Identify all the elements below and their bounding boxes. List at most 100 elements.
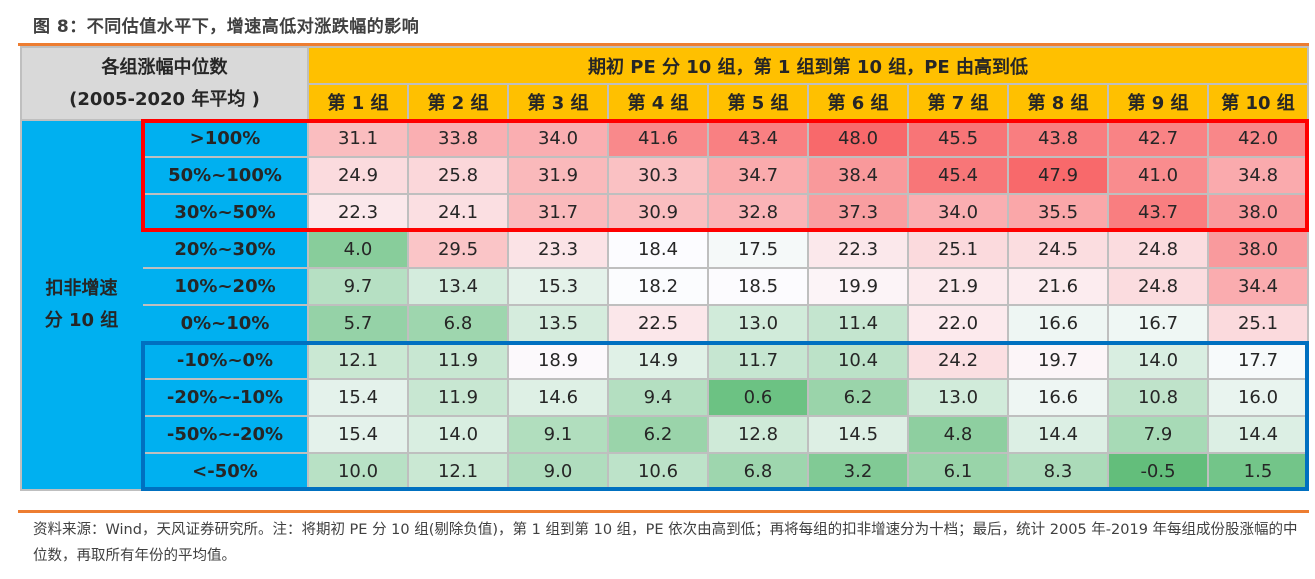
data-cell: 8.3 xyxy=(1007,452,1109,491)
data-cell: 33.8 xyxy=(407,119,509,158)
top-rule xyxy=(18,43,1309,46)
data-cell: 3.2 xyxy=(807,452,909,491)
data-cell: 31.1 xyxy=(307,119,409,158)
data-cell: 45.5 xyxy=(907,119,1009,158)
corner-header: 各组涨幅中位数 (2005-2020 年平均 ) xyxy=(20,46,309,121)
data-cell: 30.3 xyxy=(607,156,709,195)
data-cell: 25.1 xyxy=(907,230,1009,269)
data-cell: 9.0 xyxy=(507,452,609,491)
data-cell: 14.4 xyxy=(1007,415,1109,454)
data-cell: 9.7 xyxy=(307,267,409,306)
data-cell: 34.7 xyxy=(707,156,809,195)
column-header: 第 5 组 xyxy=(707,83,809,121)
data-cell: 14.5 xyxy=(807,415,909,454)
data-cell: 24.8 xyxy=(1107,267,1209,306)
data-cell: 34.0 xyxy=(907,193,1009,232)
bottom-rule xyxy=(18,510,1309,513)
data-cell: 6.1 xyxy=(907,452,1009,491)
side-label-line-2: 分 10 组 xyxy=(44,310,119,331)
data-cell: 13.0 xyxy=(707,304,809,343)
row-header: <-50% xyxy=(141,452,309,491)
data-cell: 17.7 xyxy=(1207,341,1309,380)
row-header: 10%~20% xyxy=(141,267,309,306)
data-cell: 14.4 xyxy=(1207,415,1309,454)
data-cell: 24.5 xyxy=(1007,230,1109,269)
data-cell: 10.6 xyxy=(607,452,709,491)
data-cell: 1.5 xyxy=(1207,452,1309,491)
pe-group-header: 期初 PE 分 10 组，第 1 组到第 10 组，PE 由高到低 xyxy=(307,46,1309,85)
data-cell: 23.3 xyxy=(507,230,609,269)
data-cell: 45.4 xyxy=(907,156,1009,195)
data-cell: 11.9 xyxy=(407,378,509,417)
table-row: 0%~10% 5.7 6.8 13.5 22.5 13.0 11.4 22.0 16.6 16.7… xyxy=(21,304,1309,343)
data-cell: 22.3 xyxy=(307,193,409,232)
table-row: 20%~30% 4.0 29.5 23.3 18.4 17.5 22.3 25.1 24.5 24… xyxy=(21,230,1309,269)
table-row: -20%~-10% 15.4 11.9 14.6 9.4 0.6 6.2 13.0 16.6 10… xyxy=(21,378,1309,417)
corner-line-2: (2005-2020 年平均 ) xyxy=(69,88,260,110)
column-header: 第 10 组 xyxy=(1207,83,1309,121)
data-cell: 21.6 xyxy=(1007,267,1109,306)
data-cell: 14.0 xyxy=(407,415,509,454)
column-header: 第 7 组 xyxy=(907,83,1009,121)
data-cell: 34.0 xyxy=(507,119,609,158)
row-header: 50%~100% xyxy=(141,156,309,195)
row-header: -50%~-20% xyxy=(141,415,309,454)
figure-title: 图 8：不同估值水平下，增速高低对涨跌幅的影响 xyxy=(33,17,420,37)
column-header: 第 3 组 xyxy=(507,83,609,121)
data-cell: 41.0 xyxy=(1107,156,1209,195)
data-cell: 7.9 xyxy=(1107,415,1209,454)
row-header: -10%~0% xyxy=(141,341,309,380)
data-cell: 38.0 xyxy=(1207,193,1309,232)
data-cell: 16.7 xyxy=(1107,304,1209,343)
data-cell: 16.6 xyxy=(1007,304,1109,343)
data-cell: 4.8 xyxy=(907,415,1009,454)
column-header: 第 1 组 xyxy=(307,83,409,121)
table-row: <-50% 10.0 12.1 9.0 10.6 6.8 3.2 6.1 8.3 -0.5 1.5 xyxy=(21,452,1309,491)
table-row: -50%~-20% 15.4 14.0 9.1 6.2 12.8 14.5 4.8 14.4 7.… xyxy=(21,415,1309,454)
data-cell: 24.1 xyxy=(407,193,509,232)
data-cell: 9.4 xyxy=(607,378,709,417)
data-cell: 32.8 xyxy=(707,193,809,232)
data-cell: 22.0 xyxy=(907,304,1009,343)
data-cell: 17.5 xyxy=(707,230,809,269)
data-cell: 15.4 xyxy=(307,378,409,417)
data-cell: 35.5 xyxy=(1007,193,1109,232)
data-cell: 21.9 xyxy=(907,267,1009,306)
data-cell: 18.5 xyxy=(707,267,809,306)
data-cell: 19.7 xyxy=(1007,341,1109,380)
data-cell: 6.2 xyxy=(607,415,709,454)
data-cell: 42.7 xyxy=(1107,119,1209,158)
table-row: 30%~50% 22.3 24.1 31.7 30.9 32.8 37.3 34.0 35.5 4… xyxy=(21,193,1309,232)
column-header: 第 6 组 xyxy=(807,83,909,121)
row-header: 0%~10% xyxy=(141,304,309,343)
data-cell: 0.6 xyxy=(707,378,809,417)
source-note: 资料来源：Wind，天风证券研究所。注：将期初 PE 分 10 组(剔除负值)，… xyxy=(33,522,1298,564)
data-cell: 38.0 xyxy=(1207,230,1309,269)
data-cell: 24.2 xyxy=(907,341,1009,380)
data-cell: 24.9 xyxy=(307,156,409,195)
data-cell: 13.0 xyxy=(907,378,1009,417)
data-cell: 31.9 xyxy=(507,156,609,195)
data-cell: 5.7 xyxy=(307,304,409,343)
data-cell: 25.8 xyxy=(407,156,509,195)
data-cell: 31.7 xyxy=(507,193,609,232)
data-cell: 9.1 xyxy=(507,415,609,454)
data-cell: 11.9 xyxy=(407,341,509,380)
data-cell: 22.3 xyxy=(807,230,909,269)
data-cell: 38.4 xyxy=(807,156,909,195)
data-cell: 24.8 xyxy=(1107,230,1209,269)
data-cell: 43.7 xyxy=(1107,193,1209,232)
data-cell: 43.4 xyxy=(707,119,809,158)
column-header: 第 4 组 xyxy=(607,83,709,121)
corner-line-1: 各组涨幅中位数 xyxy=(101,56,228,78)
data-cell: 37.3 xyxy=(807,193,909,232)
data-cell: 30.9 xyxy=(607,193,709,232)
column-header: 第 2 组 xyxy=(407,83,509,121)
data-cell: 29.5 xyxy=(407,230,509,269)
data-cell: 22.5 xyxy=(607,304,709,343)
data-cell: 15.4 xyxy=(307,415,409,454)
data-cell: 4.0 xyxy=(307,230,409,269)
data-cell: 14.6 xyxy=(507,378,609,417)
data-cell: 34.8 xyxy=(1207,156,1309,195)
data-cell: 25.1 xyxy=(1207,304,1309,343)
